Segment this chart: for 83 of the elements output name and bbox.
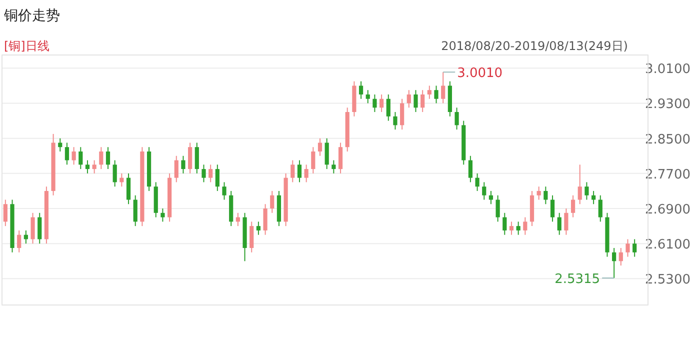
- candlestick: [290, 160, 295, 183]
- candlestick: [126, 172, 131, 205]
- candlestick: [550, 194, 555, 222]
- candlestick: [454, 107, 459, 130]
- candlestick: [544, 186, 548, 205]
- candlestick: [434, 85, 438, 104]
- candlestick: [393, 112, 398, 130]
- candlestick: [618, 247, 623, 266]
- candlestick: [502, 212, 507, 236]
- candlestick: [318, 138, 322, 156]
- candlestick: [509, 221, 514, 236]
- candlestick: [358, 80, 364, 100]
- candlestick: [379, 94, 384, 113]
- candlestick: [256, 221, 261, 236]
- candlestick: [414, 90, 418, 113]
- text: 2018/08/20-2019/08/13(249日): [441, 39, 628, 53]
- candlestick: [30, 212, 35, 244]
- candlestick: [311, 146, 316, 174]
- y-tick-label: 2.6100: [645, 238, 690, 253]
- chart-title: 铜价走势: [3, 8, 60, 24]
- candlestick: [297, 160, 302, 183]
- candlestick: [332, 160, 336, 174]
- candlestick: [222, 182, 226, 200]
- candlestick: [202, 164, 206, 183]
- candlestick: [92, 160, 96, 174]
- candlestick: [338, 142, 343, 174]
- candlestick: [557, 212, 562, 236]
- candlestick: [523, 216, 528, 236]
- candlestick: [64, 142, 70, 166]
- chart-subtitle: [铜]日线: [4, 39, 50, 53]
- candlestick: [578, 164, 582, 205]
- candlestick: [427, 85, 432, 100]
- candlestick: [406, 90, 411, 108]
- candlestick: [516, 221, 520, 236]
- candlestick: [584, 182, 589, 200]
- candlestick: [194, 142, 199, 174]
- candlestick: [372, 94, 377, 113]
- y-tick-label: 2.5300: [645, 272, 690, 288]
- candlestick: [99, 146, 104, 170]
- candlestick: [174, 155, 178, 183]
- candlestick: [188, 142, 192, 174]
- candlestick: [304, 164, 308, 183]
- candlestick: [112, 160, 117, 188]
- annotation: 3.0010: [457, 66, 503, 82]
- candlestick: [78, 146, 83, 170]
- candlestick: [72, 146, 76, 166]
- candlestick: [106, 146, 110, 170]
- candlestick: [250, 221, 254, 253]
- candlestick: [400, 98, 404, 130]
- candlestick: [386, 94, 390, 122]
- candlestick: [38, 212, 42, 244]
- candlestick: [215, 164, 220, 192]
- candlestick: [475, 172, 480, 192]
- candlestick: [58, 138, 62, 152]
- candlestick: [632, 238, 637, 258]
- candlestick: [482, 182, 486, 200]
- candlestick: [468, 155, 473, 183]
- candlestick: [85, 160, 90, 174]
- candlestick: [17, 230, 22, 253]
- candlestick: [441, 72, 446, 104]
- candlestick: [570, 194, 576, 218]
- candlestick: [536, 186, 541, 200]
- y-tick-label: 2.9300: [645, 97, 690, 112]
- candlestick: [263, 204, 268, 236]
- annotation: 2.5315: [554, 272, 600, 288]
- y-tick-label: 2.6900: [645, 202, 690, 218]
- candlestick: [324, 138, 329, 170]
- candlestick: [133, 194, 138, 227]
- candlestick: [612, 247, 616, 279]
- candlestick: [270, 190, 274, 214]
- candlestick: [564, 208, 568, 236]
- candlestick: [160, 208, 165, 222]
- candlestick: [181, 155, 186, 174]
- candlestick: [208, 164, 213, 183]
- y-tick-label: 2.7700: [645, 167, 690, 182]
- y-tick-label: 3.0100: [645, 62, 690, 78]
- candlestick: [626, 238, 630, 258]
- candlestick: [420, 90, 425, 113]
- y-tick-label: 2.8500: [645, 132, 690, 148]
- candlestick: [3, 199, 8, 227]
- candlestick: [598, 194, 602, 222]
- candlestick: [366, 90, 370, 104]
- candlestick: [496, 194, 500, 222]
